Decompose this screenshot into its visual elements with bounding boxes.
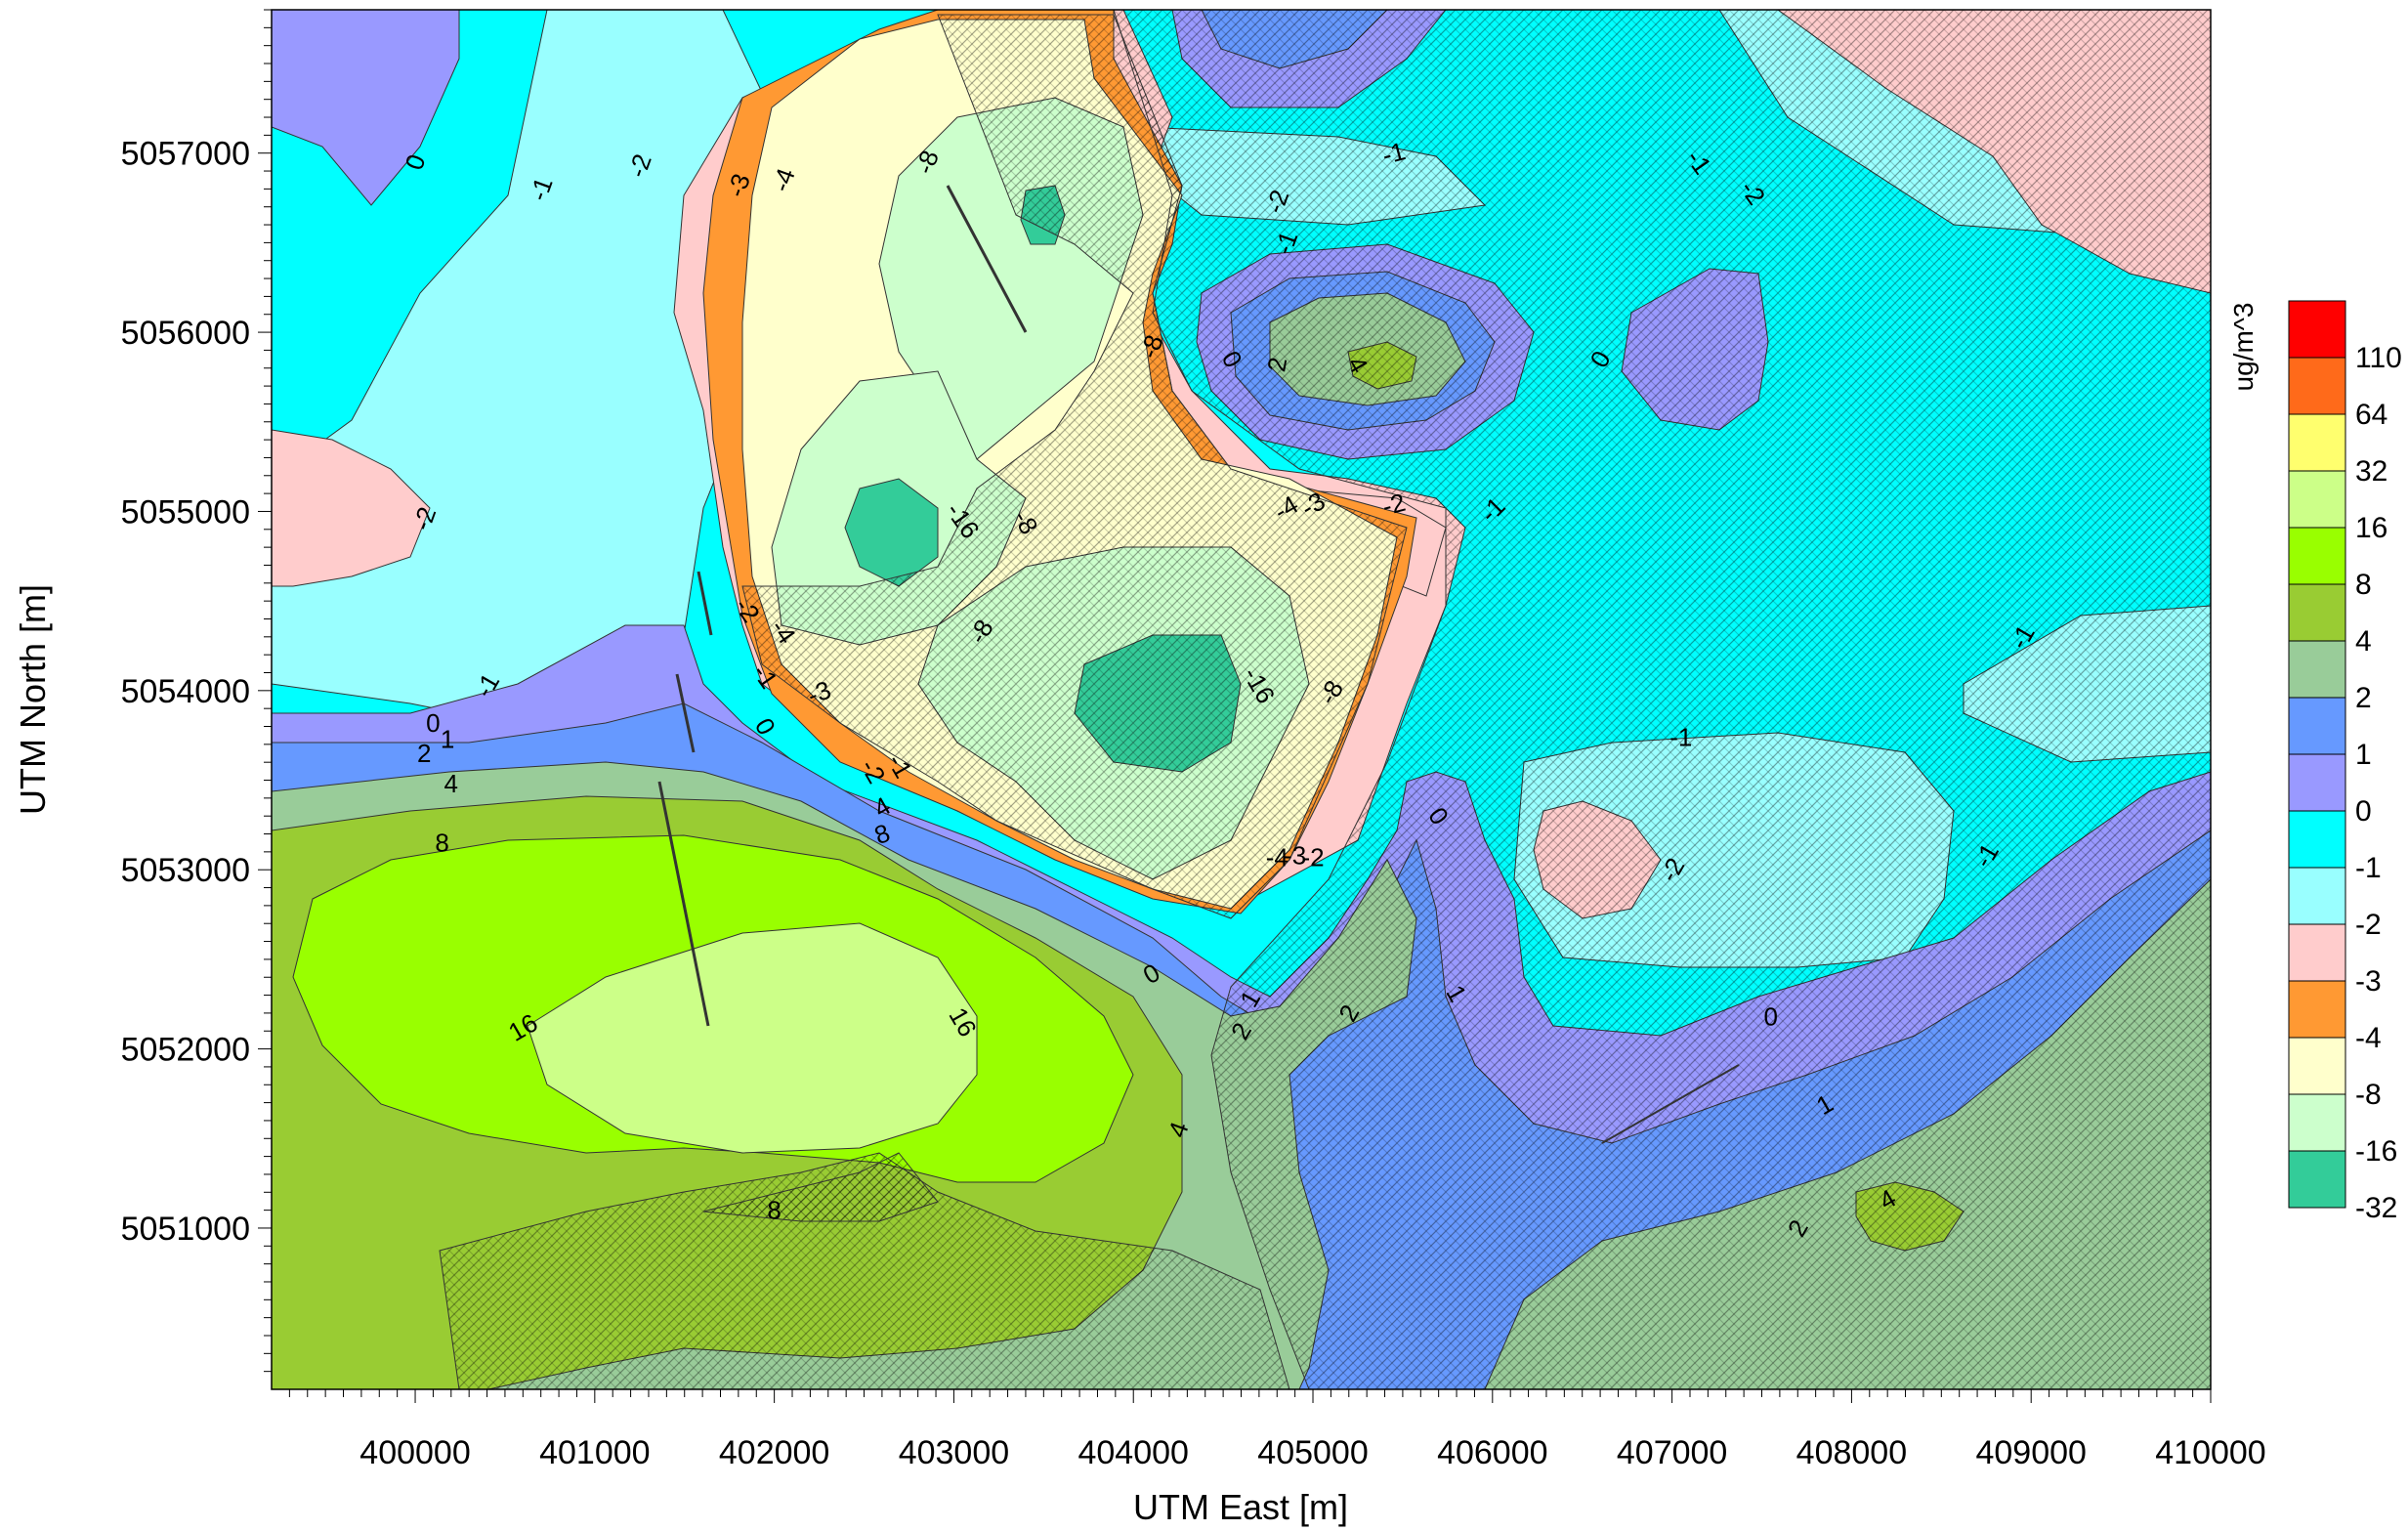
y-axis-label: UTM North [m] [13, 584, 53, 815]
x-axis: 400000 401000 402000 403000 404000 405000 4060… [288, 1389, 2266, 1471]
contour-label: -3 [1284, 841, 1306, 871]
legend-swatch [2288, 640, 2346, 699]
legend-level-label: 8 [2355, 569, 2372, 601]
contour-label: -1 [1669, 723, 1692, 752]
contour-label: -2 [1301, 842, 1324, 872]
legend-level-label: 64 [2355, 399, 2387, 431]
contour-label: 1 [441, 724, 454, 753]
contour-label: 0 [426, 708, 440, 738]
legend-unit-label: ug/m^3 [2228, 303, 2259, 392]
x-tick-label: 409000 [1975, 1434, 2086, 1471]
hatched-area [1113, 10, 2211, 1389]
legend-swatch [2288, 357, 2346, 415]
x-tick-label: 410000 [2155, 1434, 2265, 1471]
contour-region [272, 429, 431, 587]
road-feature [1601, 1064, 1740, 1144]
y-tick-label: 5056000 [121, 315, 250, 352]
x-axis-label: UTM East [m] [1133, 1487, 1348, 1527]
legend-level-label: 0 [2355, 795, 2372, 828]
legend-level-label: -32 [2355, 1192, 2397, 1224]
hatched-area [741, 14, 1408, 919]
road-feature [697, 571, 713, 636]
road-feature [946, 185, 1028, 333]
contour-label: 2 [417, 739, 431, 768]
y-tick-label: 5057000 [121, 136, 250, 173]
legend-swatch [2288, 810, 2346, 869]
legend-swatch [2288, 980, 2346, 1039]
y-tick-label: 5053000 [121, 852, 250, 889]
contour-label: 8 [435, 829, 448, 858]
legend-level-label: -2 [2355, 909, 2382, 941]
legend-swatch [2288, 697, 2346, 755]
legend-level-label: 32 [2355, 455, 2387, 488]
road-feature [675, 673, 696, 753]
x-tick-label: 400000 [359, 1434, 470, 1471]
y-tick-label: 5055000 [121, 493, 250, 531]
legend-swatch [2288, 1093, 2346, 1152]
contour-region [527, 922, 978, 1154]
legend-level-label: 1 [2355, 739, 2372, 771]
legend-swatch [2288, 413, 2346, 472]
legend-swatch [2288, 527, 2346, 585]
x-tick-label: 407000 [1617, 1434, 1727, 1471]
x-tick-label: 403000 [899, 1434, 1009, 1471]
legend-swatch [2288, 1037, 2346, 1095]
legend-swatch [2288, 867, 2346, 925]
contour-label: 0 [1763, 1002, 1777, 1032]
y-tick-label: 5051000 [121, 1211, 250, 1248]
legend-level-label: -3 [2355, 965, 2382, 998]
legend-level-label: -4 [2355, 1022, 2382, 1054]
x-tick-label: 408000 [1796, 1434, 1907, 1471]
legend-level-label: 16 [2355, 512, 2387, 544]
x-tick-label: 404000 [1077, 1434, 1188, 1471]
y-tick-label: 5054000 [121, 673, 250, 710]
contour-label: 2 [1261, 355, 1292, 373]
legend-swatch [2288, 300, 2346, 359]
legend-level-label: 4 [2355, 625, 2372, 658]
y-tick-label: 5052000 [121, 1032, 250, 1069]
y-axis: 5051000 5052000 5053000 5054000 5055000 50560… [121, 9, 272, 1373]
legend-swatch [2288, 1150, 2346, 1209]
legend-level-label: 2 [2355, 682, 2372, 714]
road-feature [657, 781, 710, 1027]
contour-label: -4 [1266, 842, 1288, 872]
legend-level-label: -8 [2355, 1079, 2382, 1111]
legend-swatch [2288, 923, 2346, 982]
hatched-area [702, 1152, 939, 1222]
x-tick-label: 406000 [1437, 1434, 1547, 1471]
legend-swatch [2288, 753, 2346, 812]
legend-swatch [2288, 583, 2346, 642]
hatched-area [439, 1152, 1290, 1389]
x-tick-label: 405000 [1257, 1434, 1368, 1471]
legend-level-label: 110 [2355, 342, 2402, 374]
contour-region [272, 10, 460, 206]
x-tick-label: 402000 [719, 1434, 829, 1471]
legend: 110 64 32 16 8 4 2 1 0 -1 -2 -3 -4 -8 -16 -32 [2288, 300, 2402, 1224]
contour-label: 8 [767, 1196, 781, 1225]
x-tick-label: 401000 [539, 1434, 650, 1471]
legend-swatch [2288, 470, 2346, 529]
contour-fill-layer [272, 10, 2211, 1389]
contour-label: 4 [444, 769, 458, 798]
legend-level-label: -16 [2355, 1135, 2397, 1168]
legend-level-label: -1 [2355, 852, 2382, 884]
